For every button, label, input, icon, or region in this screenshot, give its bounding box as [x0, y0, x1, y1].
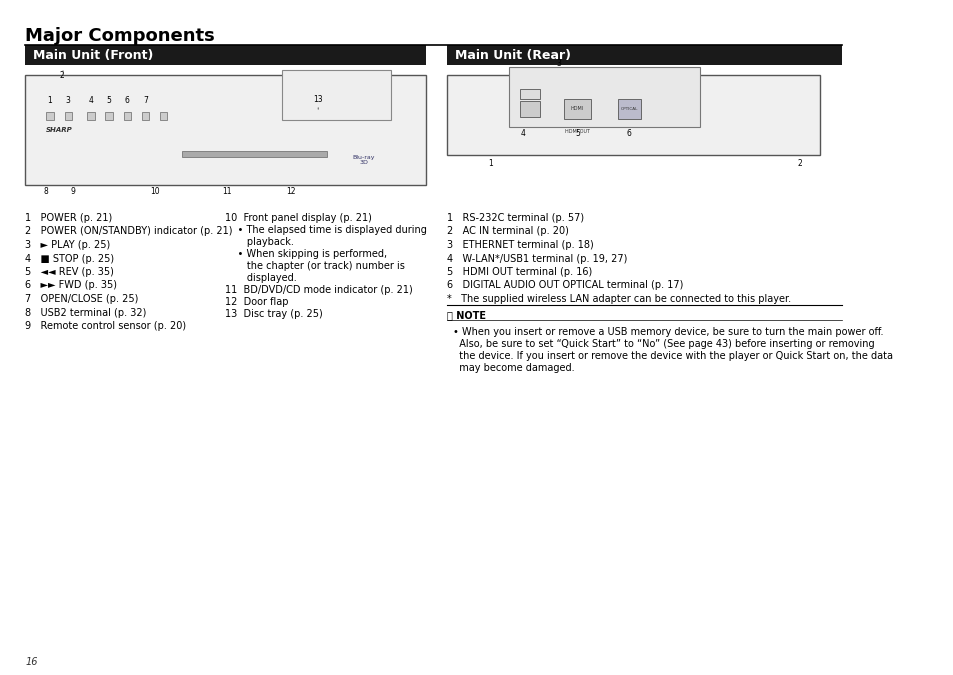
Bar — [47, 112, 53, 120]
Text: 9: 9 — [71, 187, 75, 196]
Text: 2: 2 — [59, 71, 64, 80]
Text: displayed.: displayed. — [225, 273, 297, 283]
Text: 11: 11 — [222, 187, 232, 196]
Text: 1: 1 — [488, 159, 493, 168]
Text: 📄 NOTE: 📄 NOTE — [447, 310, 486, 320]
Bar — [87, 112, 94, 120]
Text: 2: 2 — [797, 159, 801, 168]
Text: 6   DIGITAL AUDIO OUT OPTICAL terminal (p. 17): 6 DIGITAL AUDIO OUT OPTICAL terminal (p.… — [447, 281, 683, 290]
Text: 10: 10 — [150, 187, 159, 196]
Text: • When skipping is performed,: • When skipping is performed, — [225, 249, 387, 259]
Text: 4   ■ STOP (p. 25): 4 ■ STOP (p. 25) — [26, 254, 114, 263]
Text: Blu-ray
3D: Blu-ray 3D — [352, 155, 375, 165]
Text: 8   USB2 terminal (p. 32): 8 USB2 terminal (p. 32) — [26, 308, 147, 317]
Text: 4: 4 — [519, 129, 525, 138]
Text: Main Unit (Front): Main Unit (Front) — [32, 49, 152, 61]
Bar — [563, 99, 590, 119]
Text: 9   Remote control sensor (p. 20): 9 Remote control sensor (p. 20) — [26, 321, 187, 331]
Text: the chapter (or track) number is: the chapter (or track) number is — [225, 261, 405, 271]
Text: 3: 3 — [66, 96, 71, 105]
Bar — [519, 89, 539, 99]
Bar — [447, 75, 820, 155]
Bar — [618, 99, 640, 119]
Text: playback.: playback. — [225, 237, 294, 247]
Text: 4: 4 — [89, 96, 93, 105]
Bar — [106, 112, 112, 120]
Text: 7   OPEN/CLOSE (p. 25): 7 OPEN/CLOSE (p. 25) — [26, 294, 139, 304]
Text: 12: 12 — [286, 187, 295, 196]
Text: Major Components: Major Components — [26, 27, 215, 45]
Text: 10  Front panel display (p. 21): 10 Front panel display (p. 21) — [225, 213, 372, 223]
Text: 6   ►► FWD (p. 35): 6 ►► FWD (p. 35) — [26, 281, 117, 290]
FancyBboxPatch shape — [447, 45, 841, 65]
Text: OPTICAL: OPTICAL — [619, 107, 638, 111]
Text: Also, be sure to set “Quick Start” to “No” (See page 43) before inserting or rem: Also, be sure to set “Quick Start” to “N… — [453, 339, 874, 349]
Text: 4   W-LAN*/USB1 terminal (p. 19, 27): 4 W-LAN*/USB1 terminal (p. 19, 27) — [447, 254, 627, 263]
Text: 8: 8 — [43, 187, 48, 196]
Text: 16: 16 — [26, 657, 38, 667]
Bar — [142, 112, 149, 120]
Bar — [509, 67, 700, 127]
Text: 1: 1 — [48, 96, 52, 105]
Bar — [281, 70, 391, 120]
Bar — [182, 151, 327, 157]
Text: 2   AC IN terminal (p. 20): 2 AC IN terminal (p. 20) — [447, 227, 569, 236]
Text: HDMI OUT: HDMI OUT — [564, 129, 589, 134]
Text: 7: 7 — [143, 96, 148, 105]
Text: 5: 5 — [107, 96, 112, 105]
Bar — [519, 101, 539, 117]
Text: SHARP: SHARP — [46, 127, 72, 133]
FancyBboxPatch shape — [26, 75, 425, 185]
Text: HDMI: HDMI — [570, 107, 583, 111]
Text: • When you insert or remove a USB memory device, be sure to turn the main power : • When you insert or remove a USB memory… — [453, 327, 882, 337]
Text: 2   POWER (ON/STANDBY) indicator (p. 21): 2 POWER (ON/STANDBY) indicator (p. 21) — [26, 227, 233, 236]
Text: 5   ◄◄ REV (p. 35): 5 ◄◄ REV (p. 35) — [26, 267, 114, 277]
Text: 3: 3 — [557, 59, 561, 68]
Text: |: | — [61, 70, 63, 75]
FancyBboxPatch shape — [26, 45, 425, 65]
Text: 1   RS-232C terminal (p. 57): 1 RS-232C terminal (p. 57) — [447, 213, 584, 223]
Text: 6: 6 — [125, 96, 130, 105]
Text: 5   HDMI OUT terminal (p. 16): 5 HDMI OUT terminal (p. 16) — [447, 267, 592, 277]
Text: *   The supplied wireless LAN adapter can be connected to this player.: * The supplied wireless LAN adapter can … — [447, 294, 791, 304]
Text: Main Unit (Rear): Main Unit (Rear) — [455, 49, 570, 61]
Bar — [124, 112, 131, 120]
Bar — [160, 112, 167, 120]
Text: 13: 13 — [314, 95, 323, 105]
Text: 3   ► PLAY (p. 25): 3 ► PLAY (p. 25) — [26, 240, 111, 250]
Text: 1   POWER (p. 21): 1 POWER (p. 21) — [26, 213, 112, 223]
Text: 3   ETHERNET terminal (p. 18): 3 ETHERNET terminal (p. 18) — [447, 240, 594, 250]
Text: the device. If you insert or remove the device with the player or Quick Start on: the device. If you insert or remove the … — [453, 351, 892, 361]
Text: may become damaged.: may become damaged. — [453, 363, 574, 373]
Text: 6: 6 — [626, 129, 631, 138]
Text: 12  Door flap: 12 Door flap — [225, 297, 289, 307]
Bar — [65, 112, 71, 120]
Text: 11  BD/DVD/CD mode indicator (p. 21): 11 BD/DVD/CD mode indicator (p. 21) — [225, 285, 413, 295]
Text: 5: 5 — [575, 129, 579, 138]
Text: • The elapsed time is displayed during: • The elapsed time is displayed during — [225, 225, 427, 235]
Text: 13  Disc tray (p. 25): 13 Disc tray (p. 25) — [225, 309, 323, 319]
